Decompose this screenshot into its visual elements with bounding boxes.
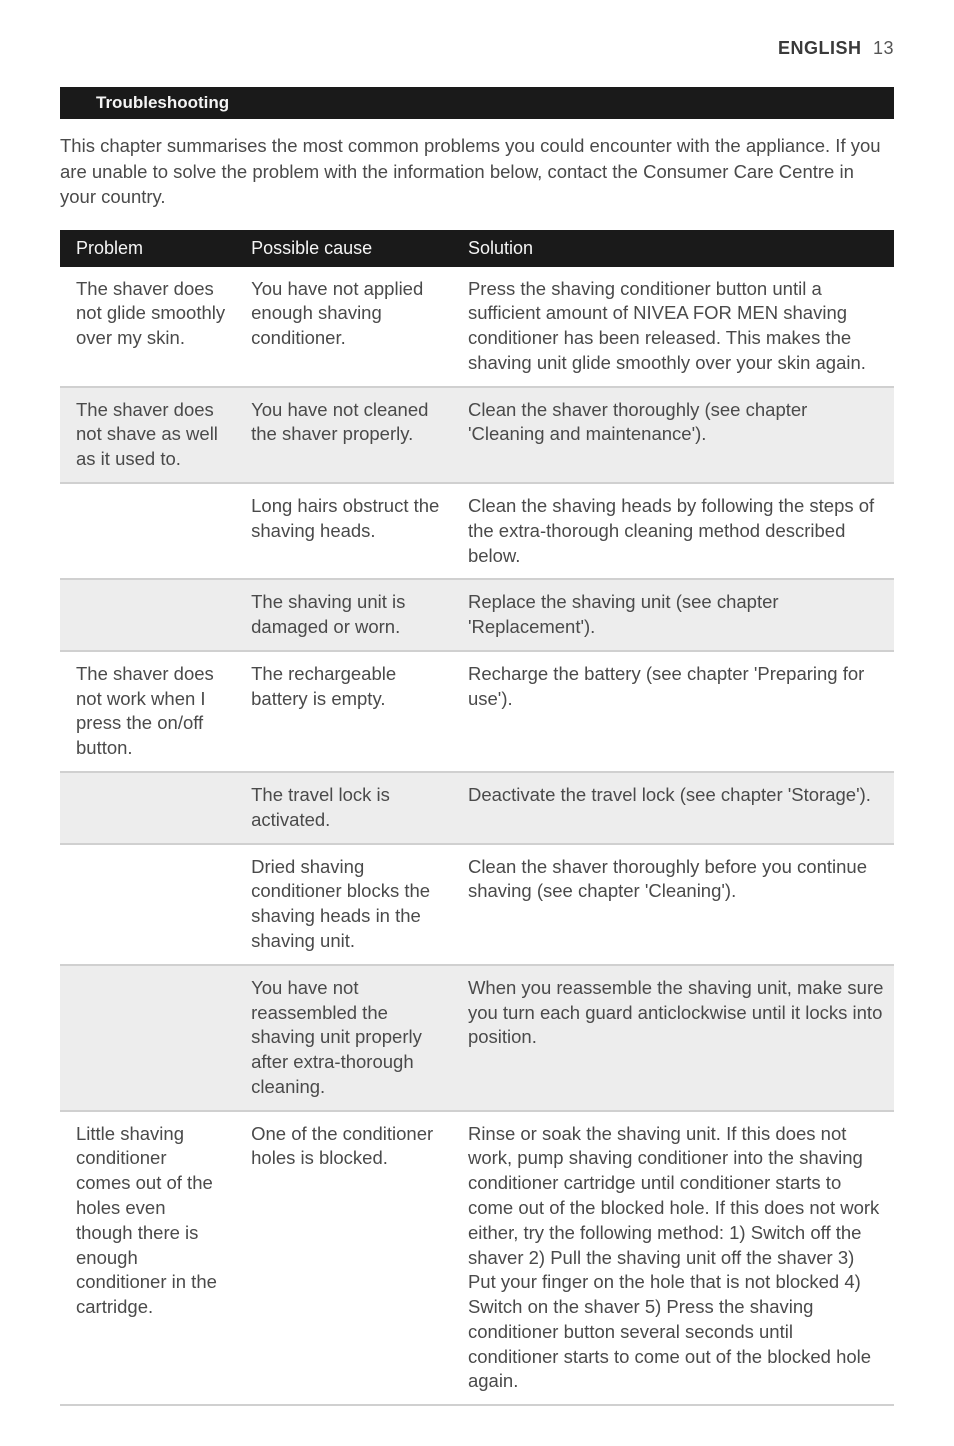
cell-cause: The travel lock is activated. — [235, 772, 452, 844]
cell-solution: When you reassemble the shaving unit, ma… — [452, 965, 894, 1111]
cell-problem: The shaver does not work when I press th… — [60, 651, 235, 772]
cell-solution: Clean the shaving heads by following the… — [452, 483, 894, 579]
table-row: Long hairs obstruct the shaving heads.Cl… — [60, 483, 894, 579]
col-header-problem: Problem — [60, 230, 235, 267]
cell-cause: The rechargeable battery is empty. — [235, 651, 452, 772]
page-header: ENGLISH 13 — [60, 38, 894, 59]
section-title: Troubleshooting — [60, 87, 894, 119]
cell-cause: You have not applied enough shaving cond… — [235, 267, 452, 387]
table-body: The shaver does not glide smoothly over … — [60, 267, 894, 1406]
cell-cause: The shaving unit is damaged or worn. — [235, 579, 452, 651]
table-row: The shaver does not glide smoothly over … — [60, 267, 894, 387]
table-row: Little shaving conditioner comes out of … — [60, 1111, 894, 1406]
cell-solution: Clean the shaver thoroughly (see chapter… — [452, 387, 894, 483]
cell-problem — [60, 579, 235, 651]
language-label: ENGLISH — [778, 38, 862, 58]
table-row: The shaving unit is damaged or worn.Repl… — [60, 579, 894, 651]
cell-problem: The shaver does not glide smoothly over … — [60, 267, 235, 387]
page-number: 13 — [873, 38, 894, 58]
cell-solution: Press the shaving conditioner button unt… — [452, 267, 894, 387]
table-row: The shaver does not work when I press th… — [60, 651, 894, 772]
cell-solution: Replace the shaving unit (see chapter 'R… — [452, 579, 894, 651]
cell-problem — [60, 772, 235, 844]
col-header-cause: Possible cause — [235, 230, 452, 267]
table-row: The shaver does not shave as well as it … — [60, 387, 894, 483]
cell-problem: Little shaving conditioner comes out of … — [60, 1111, 235, 1406]
table-header-row: Problem Possible cause Solution — [60, 230, 894, 267]
table-row: The travel lock is activated.Deactivate … — [60, 772, 894, 844]
cell-cause: You have not reassembled the shaving uni… — [235, 965, 452, 1111]
cell-problem: The shaver does not shave as well as it … — [60, 387, 235, 483]
cell-solution: Deactivate the travel lock (see chapter … — [452, 772, 894, 844]
section-intro: This chapter summarises the most common … — [60, 133, 894, 210]
cell-solution: Clean the shaver thoroughly before you c… — [452, 844, 894, 965]
cell-solution: Recharge the battery (see chapter 'Prepa… — [452, 651, 894, 772]
cell-cause: You have not cleaned the shaver properly… — [235, 387, 452, 483]
table-row: Dried shaving conditioner blocks the sha… — [60, 844, 894, 965]
cell-cause: Long hairs obstruct the shaving heads. — [235, 483, 452, 579]
cell-cause: One of the conditioner holes is blocked. — [235, 1111, 452, 1406]
cell-cause: Dried shaving conditioner blocks the sha… — [235, 844, 452, 965]
cell-solution: Rinse or soak the shaving unit. If this … — [452, 1111, 894, 1406]
troubleshooting-table: Problem Possible cause Solution The shav… — [60, 230, 894, 1407]
cell-problem — [60, 483, 235, 579]
table-row: You have not reassembled the shaving uni… — [60, 965, 894, 1111]
cell-problem — [60, 844, 235, 965]
cell-problem — [60, 965, 235, 1111]
col-header-solution: Solution — [452, 230, 894, 267]
